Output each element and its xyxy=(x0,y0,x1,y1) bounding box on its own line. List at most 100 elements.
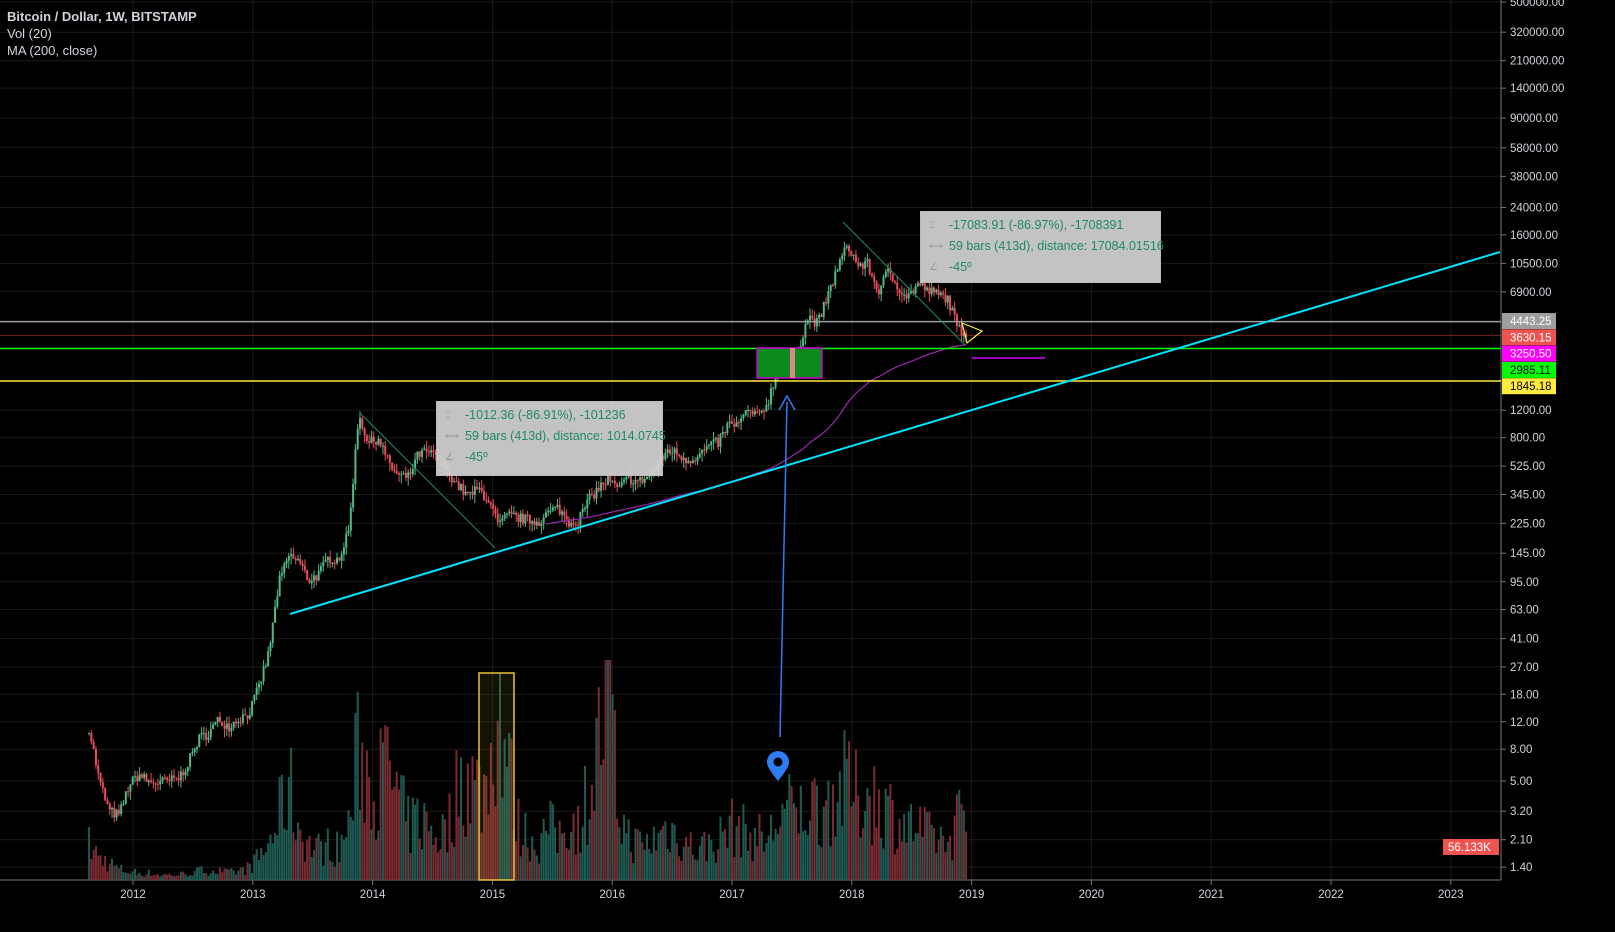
volume-bar xyxy=(193,871,196,880)
volume-bar xyxy=(248,863,251,880)
volume-bar xyxy=(147,869,150,880)
volume-bar xyxy=(597,687,600,880)
volume-bar xyxy=(955,794,958,880)
price-range-icon: ⌶ xyxy=(929,220,935,231)
candle-body xyxy=(340,554,343,561)
volume-bar xyxy=(685,837,688,880)
candle-body xyxy=(499,520,502,523)
candle-body xyxy=(133,776,136,778)
candle-body xyxy=(623,479,626,482)
candle-body xyxy=(689,460,692,464)
candle-body xyxy=(163,777,166,779)
volume-bar xyxy=(443,819,446,880)
volume-bar xyxy=(460,757,463,880)
candle-body xyxy=(434,451,437,456)
volume-bar xyxy=(361,742,364,880)
candle-body xyxy=(349,507,352,531)
measure-tooltip-2018: ⌶ -17083.91 (-86.97%), -1708391 ⟷ 59 bars … xyxy=(920,211,1164,283)
volume-bar xyxy=(166,874,169,880)
volume-bar xyxy=(99,855,102,880)
candle-body xyxy=(255,687,258,695)
volume-bar xyxy=(875,827,878,880)
volume-bar xyxy=(586,844,589,880)
candle-body xyxy=(531,521,534,524)
volume-bar xyxy=(593,810,596,880)
volume-bar xyxy=(678,856,681,880)
volume-bar xyxy=(866,787,869,880)
candle-body xyxy=(329,556,332,564)
volume-bar xyxy=(822,806,825,880)
candle-body xyxy=(524,514,527,524)
candle-body xyxy=(287,556,290,561)
volume-bar xyxy=(333,866,336,880)
candle-body xyxy=(147,780,150,782)
volume-bar xyxy=(269,834,272,880)
candle-body xyxy=(939,292,942,296)
candle-body xyxy=(430,450,433,453)
volume-bar xyxy=(425,811,428,880)
candle-body xyxy=(517,514,520,523)
candle-body xyxy=(843,247,846,256)
candle-body xyxy=(707,445,710,447)
volume-bar xyxy=(313,849,316,880)
candle-body xyxy=(347,530,350,534)
volume-bar xyxy=(944,851,947,880)
candle-body xyxy=(639,476,642,481)
y-tick-label: 6900.00 xyxy=(1510,287,1552,299)
candle-body xyxy=(694,460,697,462)
volume-bar xyxy=(604,660,607,880)
candle-body xyxy=(756,411,759,413)
measure-line xyxy=(359,412,496,549)
candle-body xyxy=(276,596,279,607)
candle-body xyxy=(570,523,573,527)
candle-body xyxy=(852,254,855,256)
volume-bar xyxy=(958,789,961,880)
candle-body xyxy=(685,457,688,464)
candle-body xyxy=(955,314,958,327)
volume-bar xyxy=(657,832,660,880)
volume-bar xyxy=(150,876,153,880)
volume-bar xyxy=(372,801,375,880)
volume-bar xyxy=(260,847,263,880)
candle-body xyxy=(540,523,543,527)
candle-body xyxy=(466,491,469,493)
candle-body xyxy=(331,562,334,564)
volume-bar xyxy=(127,873,130,880)
candle-body xyxy=(749,410,752,412)
volume-bar xyxy=(386,726,389,880)
volume-bar xyxy=(140,875,143,880)
volume-bar xyxy=(930,824,933,880)
volume-bar xyxy=(790,786,793,880)
volume-bar xyxy=(198,866,201,880)
volume-bar xyxy=(271,843,274,880)
candle-body xyxy=(420,450,423,457)
ma-indicator-label[interactable]: MA (200, close) xyxy=(7,43,98,58)
volume-bar xyxy=(753,827,756,880)
y-tick-label: 41.00 xyxy=(1510,634,1539,646)
volume-bar xyxy=(932,828,935,880)
candle-body xyxy=(698,453,701,458)
candle-body xyxy=(361,418,364,429)
volume-bar xyxy=(627,819,630,880)
candle-body xyxy=(827,291,830,304)
volume-indicator-label[interactable]: Vol (20) xyxy=(7,26,52,41)
candle-body xyxy=(864,261,867,269)
candle-body xyxy=(903,294,906,296)
candle-body xyxy=(315,575,318,581)
x-tick-label: 2022 xyxy=(1318,889,1344,901)
volume-bar xyxy=(246,862,249,880)
volume-bar xyxy=(887,795,890,880)
volume-bar xyxy=(423,803,426,880)
volume-bar xyxy=(825,800,828,880)
volume-bar xyxy=(133,868,136,880)
candle-body xyxy=(193,748,196,753)
volume-bar xyxy=(809,820,812,880)
y-tick-label: 8.00 xyxy=(1510,744,1532,756)
candle-body xyxy=(150,780,153,783)
volume-bar xyxy=(526,847,529,880)
volume-bar xyxy=(538,863,541,880)
candle-body xyxy=(522,513,525,524)
angle-icon: ∠ xyxy=(445,452,454,463)
candle-body xyxy=(326,556,329,561)
